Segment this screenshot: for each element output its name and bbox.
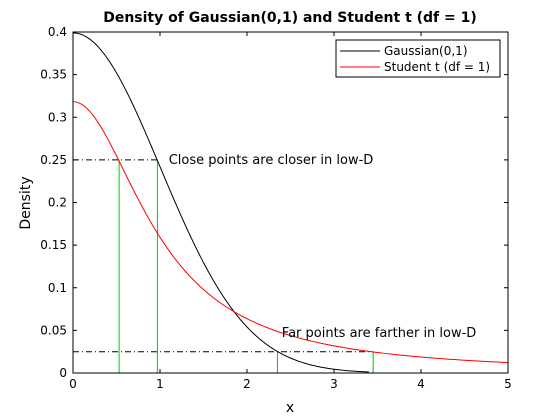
y-tick-label: 0.15 <box>40 238 67 252</box>
y-tick-label: 0.1 <box>48 281 67 295</box>
y-tick-label: 0.05 <box>40 323 67 337</box>
chart-title: Density of Gaussian(0,1) and Student t (… <box>103 10 477 26</box>
y-tick-label: 0.35 <box>40 68 67 82</box>
x-tick-label: 1 <box>156 377 164 391</box>
x-tick-label: 2 <box>243 377 251 391</box>
legend-box <box>335 39 501 78</box>
y-axis-label: Density <box>18 176 34 229</box>
legend-label-gaussian: Gaussian(0,1) <box>384 44 468 58</box>
series-layer <box>72 32 509 373</box>
reference-lines <box>73 159 374 353</box>
y-tick-label: 0.4 <box>48 25 67 39</box>
series-line-student-t <box>72 101 509 364</box>
y-tick-label: 0 <box>59 366 67 380</box>
annotations: Close points are closer in low-D Far poin… <box>169 153 477 341</box>
x-axis-ticks: 0 1 2 3 4 5 <box>69 32 512 391</box>
plot-area: Close points are closer in low-D Far poin… <box>40 25 512 391</box>
series-line-gaussian <box>72 32 369 373</box>
plot-background <box>73 32 508 373</box>
x-axis-label: x <box>286 400 294 416</box>
legend: Gaussian(0,1) Student t (df = 1) <box>335 39 501 78</box>
vertical-markers <box>118 159 374 373</box>
x-tick-label: 5 <box>504 377 512 391</box>
x-tick-label: 0 <box>69 377 77 391</box>
y-tick-label: 0.25 <box>40 153 67 167</box>
y-tick-label: 0.2 <box>48 196 67 210</box>
annotation-label: Far points are farther in low-D <box>282 326 477 341</box>
legend-label-student-t: Student t (df = 1) <box>384 60 490 74</box>
y-tick-label: 0.3 <box>48 110 67 124</box>
x-tick-label: 3 <box>330 377 338 391</box>
x-tick-label: 4 <box>417 377 425 391</box>
annotation-label: Close points are closer in low-D <box>169 153 374 168</box>
y-axis-ticks: 0 0.05 0.1 0.15 0.2 0.25 0.3 0.35 0.4 <box>40 25 508 380</box>
